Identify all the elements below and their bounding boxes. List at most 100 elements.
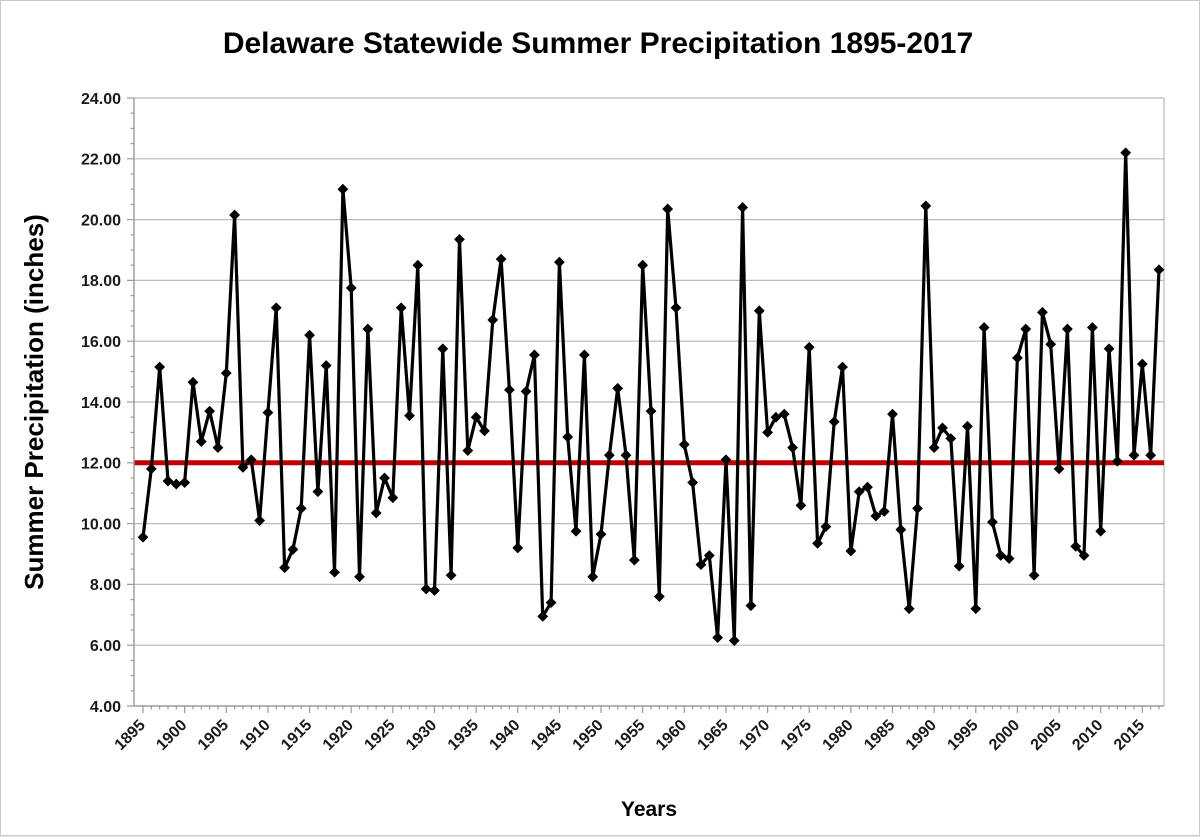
data-point bbox=[404, 410, 415, 422]
data-point bbox=[1078, 550, 1090, 561]
y-tick-label: 8.00 bbox=[90, 577, 121, 594]
data-point bbox=[137, 531, 149, 543]
data-point bbox=[279, 562, 290, 574]
data-point bbox=[245, 454, 257, 466]
data-point bbox=[1037, 306, 1048, 318]
x-tick-label: 1965 bbox=[695, 717, 732, 754]
y-axis-title: Summer Precipitation (inches) bbox=[19, 214, 49, 590]
data-point bbox=[1111, 455, 1123, 467]
data-point bbox=[345, 282, 357, 294]
data-point bbox=[920, 200, 932, 212]
x-tick-label: 1980 bbox=[820, 717, 857, 754]
data-point bbox=[662, 203, 674, 215]
data-point bbox=[578, 349, 590, 361]
y-tick-label: 6.00 bbox=[90, 638, 121, 655]
data-point bbox=[1020, 323, 1032, 335]
data-point bbox=[1103, 343, 1115, 355]
data-point bbox=[454, 233, 465, 245]
y-tick-label: 16.00 bbox=[81, 334, 121, 351]
y-tick-label: 4.00 bbox=[90, 699, 121, 716]
x-tick-label: 1930 bbox=[403, 717, 440, 754]
data-point bbox=[987, 516, 998, 528]
x-tick-label: 1970 bbox=[736, 717, 773, 754]
data-point bbox=[737, 202, 749, 213]
data-point bbox=[770, 411, 782, 423]
data-point bbox=[220, 367, 232, 379]
y-tick-label: 20.00 bbox=[81, 212, 121, 229]
data-point bbox=[695, 559, 707, 571]
data-point bbox=[387, 492, 399, 504]
data-point bbox=[545, 597, 557, 609]
data-point bbox=[803, 341, 815, 353]
data-point bbox=[870, 510, 882, 522]
data-point bbox=[520, 385, 532, 397]
data-point bbox=[637, 259, 649, 271]
data-point bbox=[379, 472, 390, 484]
data-point bbox=[828, 416, 840, 428]
data-point bbox=[620, 449, 632, 461]
data-point bbox=[970, 603, 982, 615]
data-point bbox=[1120, 147, 1132, 159]
x-tick-label: 1895 bbox=[112, 717, 149, 754]
data-point bbox=[703, 550, 715, 561]
data-point bbox=[778, 408, 790, 420]
data-point bbox=[145, 463, 157, 475]
chart-title: Delaware Statewide Summer Precipitation … bbox=[223, 27, 973, 60]
x-axis-title: Years bbox=[621, 798, 677, 821]
data-point bbox=[154, 361, 166, 373]
data-point bbox=[995, 550, 1007, 561]
x-tick-label: 1915 bbox=[278, 717, 315, 754]
data-point bbox=[437, 343, 449, 355]
data-point bbox=[562, 431, 574, 443]
x-tick-label: 1995 bbox=[944, 717, 981, 754]
data-point bbox=[537, 610, 549, 622]
y-tick-label: 24.00 bbox=[81, 91, 121, 108]
data-point bbox=[337, 183, 349, 195]
data-line bbox=[141, 151, 1161, 643]
data-point bbox=[837, 361, 848, 373]
x-tick-label: 1990 bbox=[903, 717, 940, 754]
data-point bbox=[262, 407, 274, 419]
data-point bbox=[653, 591, 665, 602]
data-point bbox=[862, 481, 873, 493]
x-tick-label: 1925 bbox=[361, 717, 398, 754]
x-tick-label: 1940 bbox=[486, 717, 523, 754]
data-point bbox=[1086, 322, 1098, 333]
data-point bbox=[887, 408, 898, 420]
data-point bbox=[845, 545, 857, 557]
data-point bbox=[1045, 338, 1057, 350]
data-point bbox=[237, 461, 249, 473]
data-point bbox=[678, 439, 690, 450]
data-point bbox=[170, 478, 182, 490]
data-point bbox=[479, 425, 490, 437]
data-point bbox=[420, 583, 432, 595]
data-point bbox=[937, 422, 948, 434]
x-tick-label: 1960 bbox=[653, 717, 690, 754]
data-point bbox=[1003, 553, 1015, 564]
data-point bbox=[762, 427, 773, 438]
data-point bbox=[254, 515, 265, 526]
y-tick-label: 22.00 bbox=[81, 152, 121, 169]
data-point bbox=[978, 322, 990, 333]
data-point bbox=[429, 585, 440, 596]
x-tick-label: 1920 bbox=[320, 717, 357, 754]
data-point bbox=[853, 486, 865, 498]
data-point bbox=[412, 259, 424, 271]
data-point bbox=[587, 571, 599, 583]
data-point bbox=[287, 544, 299, 555]
y-tick-label: 12.00 bbox=[81, 456, 121, 473]
data-point bbox=[795, 499, 807, 511]
data-point bbox=[945, 433, 957, 444]
x-tick-label: 2015 bbox=[1111, 717, 1148, 754]
data-point bbox=[229, 209, 241, 221]
data-point bbox=[928, 442, 940, 453]
axes bbox=[127, 97, 1164, 713]
data-point bbox=[179, 477, 191, 488]
data-point bbox=[162, 475, 174, 487]
x-tick-label: 1945 bbox=[528, 717, 565, 754]
data-point bbox=[329, 566, 340, 578]
data-point bbox=[270, 302, 282, 314]
x-tick-label: 1935 bbox=[445, 717, 482, 754]
